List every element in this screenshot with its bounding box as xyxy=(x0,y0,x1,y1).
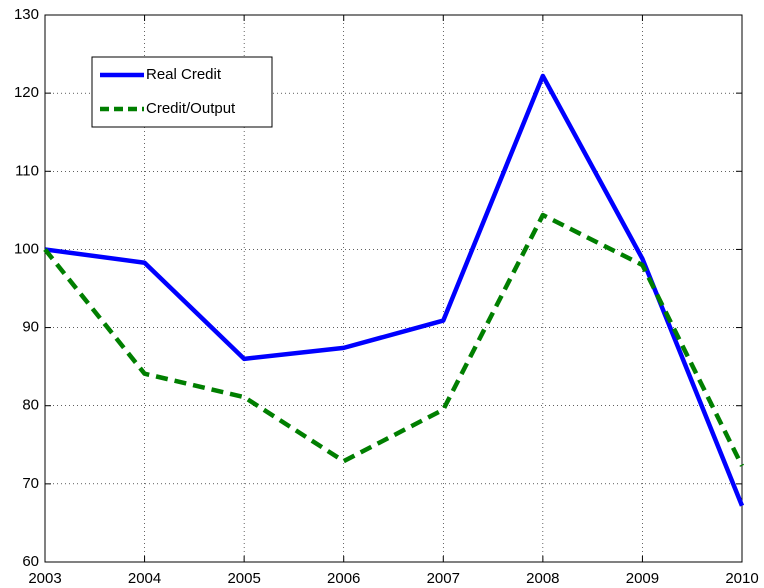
legend-label: Credit/Output xyxy=(146,100,236,117)
y-tick-label: 120 xyxy=(14,84,39,101)
x-tick-label: 2009 xyxy=(626,570,659,587)
y-tick-label: 90 xyxy=(22,319,39,336)
x-tick-label: 2010 xyxy=(725,570,758,587)
y-tick-label: 70 xyxy=(22,475,39,492)
legend-label: Real Credit xyxy=(146,66,222,83)
x-tick-label: 2008 xyxy=(526,570,559,587)
x-tick-label: 2003 xyxy=(28,570,61,587)
y-tick-label: 80 xyxy=(22,397,39,414)
x-tick-label: 2004 xyxy=(128,570,161,587)
series-line xyxy=(43,212,745,467)
legend-box xyxy=(91,56,273,128)
axes-box xyxy=(44,14,743,563)
x-tick-label: 2007 xyxy=(427,570,460,587)
y-tick-label: 100 xyxy=(14,240,39,257)
y-tick-label: 60 xyxy=(22,553,39,570)
y-tick-label: 130 xyxy=(14,6,39,23)
y-tick-label: 110 xyxy=(15,162,39,179)
x-tick-label: 2006 xyxy=(327,570,360,587)
series-line xyxy=(44,73,745,507)
x-tick-label: 2005 xyxy=(227,570,260,587)
